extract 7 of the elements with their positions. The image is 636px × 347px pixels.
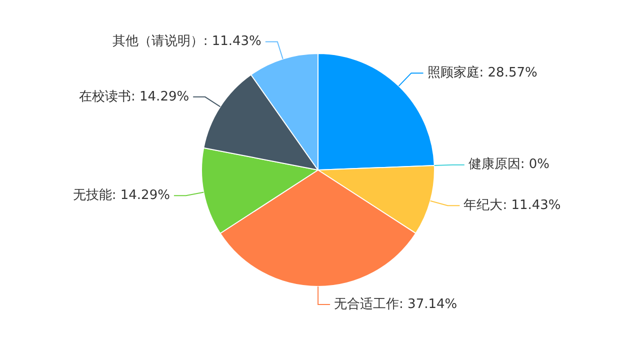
- slice-label: 照顾家庭: 28.57%: [427, 64, 538, 80]
- slice-label: 无合适工作: 37.14%: [334, 296, 458, 312]
- legend-label: 健康原因: 0%: [468, 157, 550, 172]
- slice-label: 年纪大: 11.43%: [464, 198, 561, 213]
- slice-label: 在校读书: 14.29%: [79, 89, 190, 104]
- slice-label: 其他（请说明）: 11.43%: [112, 34, 262, 50]
- slice-label: 无技能: 14.29%: [72, 188, 170, 204]
